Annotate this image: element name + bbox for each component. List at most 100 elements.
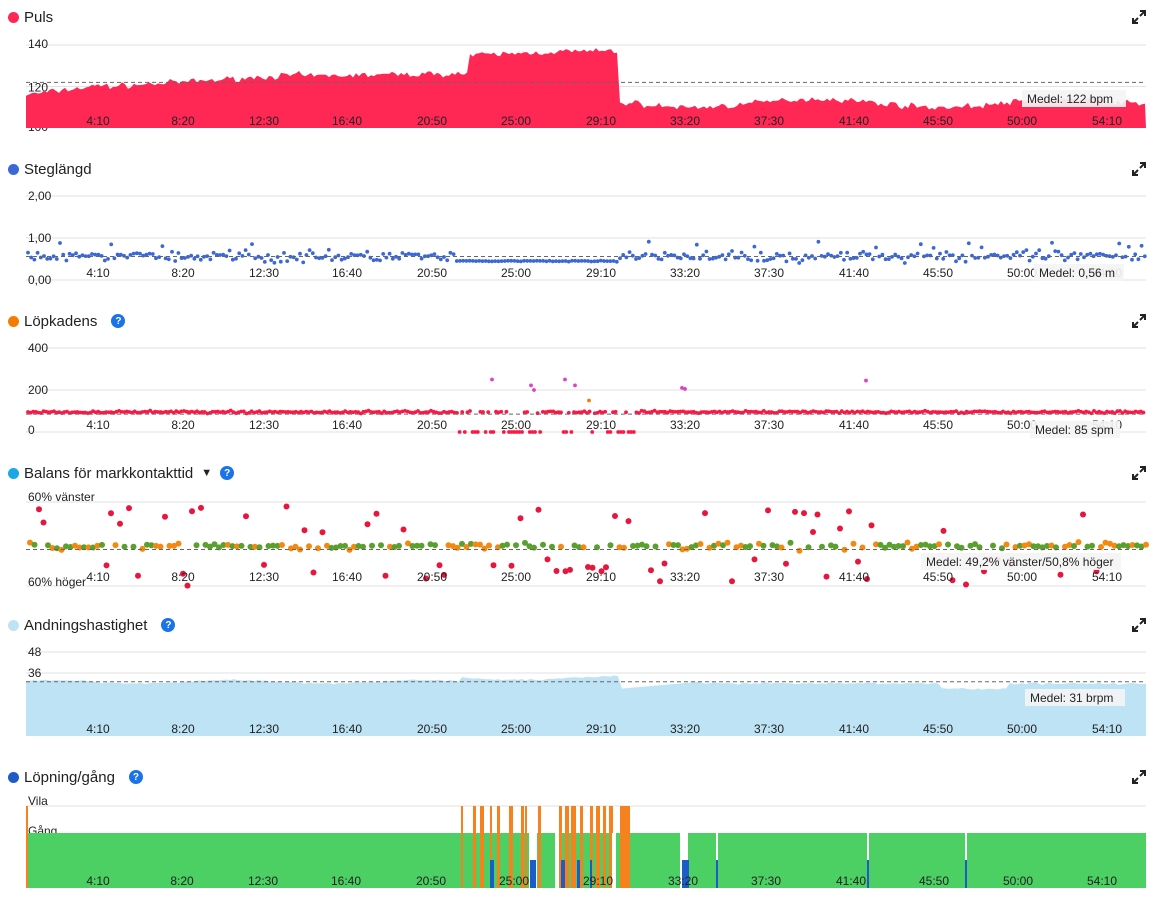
x-tick-label: 45:50 bbox=[923, 266, 953, 280]
balance-point bbox=[648, 567, 654, 574]
x-tick-label: 20:50 bbox=[417, 722, 447, 736]
stride-point bbox=[650, 252, 654, 257]
cadence-point bbox=[564, 430, 569, 434]
caret-down-icon[interactable]: ▼ bbox=[201, 467, 213, 479]
stride-point bbox=[570, 258, 574, 263]
help-icon[interactable]: ? bbox=[161, 618, 176, 632]
balance-point bbox=[157, 543, 164, 550]
x-tick-label: 8:20 bbox=[170, 874, 194, 888]
stride-point bbox=[909, 253, 914, 257]
x-tick-label: 33:20 bbox=[670, 570, 700, 584]
stride-point bbox=[346, 255, 350, 260]
walk-bar bbox=[480, 806, 484, 888]
breathing-chart: 4836241204:108:2012:3016:4020:5025:0029:… bbox=[26, 645, 1146, 739]
balance-point bbox=[229, 543, 236, 550]
stride-point bbox=[339, 257, 344, 262]
balance-point bbox=[792, 508, 798, 515]
balance-point bbox=[558, 543, 564, 550]
stride-point bbox=[1050, 240, 1054, 245]
stride-point bbox=[307, 248, 312, 252]
balance-point bbox=[135, 572, 141, 579]
expand-icon[interactable] bbox=[1132, 466, 1146, 480]
stride-point bbox=[640, 253, 645, 258]
stride-point bbox=[874, 245, 878, 250]
expand-icon[interactable] bbox=[1132, 10, 1146, 24]
help-icon[interactable]: ? bbox=[220, 466, 235, 480]
stride-point bbox=[758, 250, 763, 255]
expand-icon[interactable] bbox=[1132, 618, 1146, 632]
stride-point bbox=[762, 258, 766, 263]
balance-point bbox=[756, 540, 762, 547]
balance-point bbox=[364, 521, 371, 528]
stride-point bbox=[704, 249, 709, 254]
stride-point bbox=[61, 252, 66, 257]
stride-point bbox=[554, 259, 558, 263]
balance-point bbox=[949, 577, 956, 584]
balance-point bbox=[247, 543, 254, 550]
expand-icon[interactable] bbox=[1132, 770, 1146, 784]
stride-point bbox=[333, 255, 338, 260]
balance-point bbox=[585, 564, 591, 570]
stride-point bbox=[768, 257, 773, 261]
balance-point bbox=[261, 561, 267, 568]
balance-point bbox=[652, 543, 659, 550]
cadence-point bbox=[509, 430, 514, 434]
stride-point bbox=[1034, 251, 1038, 256]
x-tick-label: 12:30 bbox=[249, 570, 279, 584]
cadence-point bbox=[423, 410, 428, 414]
stride-point bbox=[394, 254, 398, 259]
cadence-point bbox=[501, 430, 506, 434]
stride-point bbox=[64, 258, 69, 263]
balance-point bbox=[522, 539, 528, 546]
balance-point bbox=[1071, 543, 1077, 549]
stride-point bbox=[253, 256, 258, 261]
rest-bar bbox=[682, 860, 689, 888]
cadence-outlier-point bbox=[532, 388, 536, 392]
stride-point bbox=[467, 258, 472, 263]
balance-point bbox=[360, 543, 366, 550]
y-axis-label: 0 bbox=[28, 423, 35, 437]
balance-point bbox=[738, 542, 744, 549]
balance-point bbox=[940, 527, 947, 534]
stride-point bbox=[893, 252, 898, 257]
balance-point bbox=[571, 542, 578, 549]
balance-point bbox=[112, 542, 119, 549]
stride-point bbox=[934, 256, 939, 261]
x-tick-label: 54:10 bbox=[1087, 874, 1117, 888]
balance-point bbox=[540, 541, 546, 548]
balance-point bbox=[927, 543, 933, 550]
balance-point bbox=[72, 542, 78, 549]
balance-point bbox=[1084, 543, 1091, 550]
stride-point bbox=[1142, 254, 1147, 259]
balance-point bbox=[837, 525, 843, 532]
balance-point bbox=[94, 542, 101, 549]
stride-point bbox=[579, 259, 584, 263]
balance-point bbox=[472, 541, 479, 548]
x-tick-label: 37:30 bbox=[754, 266, 784, 280]
cadence-point bbox=[954, 409, 959, 413]
rest-bar bbox=[530, 860, 536, 888]
stride-point bbox=[451, 252, 456, 256]
balance-point bbox=[207, 543, 213, 550]
stride-point bbox=[966, 241, 971, 246]
help-icon[interactable]: ? bbox=[111, 314, 126, 328]
balance-point bbox=[382, 572, 389, 579]
balance-point bbox=[535, 506, 542, 513]
stride-point bbox=[624, 255, 629, 260]
stride-point bbox=[742, 253, 747, 258]
balance-point bbox=[202, 541, 209, 548]
balance-point bbox=[1134, 542, 1140, 549]
help-icon[interactable]: ? bbox=[128, 770, 143, 784]
stride-point bbox=[739, 250, 744, 255]
expand-icon[interactable] bbox=[1132, 162, 1146, 176]
balance-point bbox=[468, 540, 474, 547]
y-axis-label: 1,00 bbox=[28, 231, 52, 245]
stride-point bbox=[211, 250, 216, 255]
cadence-outlier-point bbox=[680, 386, 684, 390]
stride-point bbox=[896, 254, 901, 259]
x-tick-label: 29:10 bbox=[586, 570, 616, 584]
balance-point bbox=[63, 543, 69, 550]
stride-point bbox=[470, 259, 475, 263]
expand-icon[interactable] bbox=[1132, 314, 1146, 328]
stride-point bbox=[403, 253, 408, 257]
